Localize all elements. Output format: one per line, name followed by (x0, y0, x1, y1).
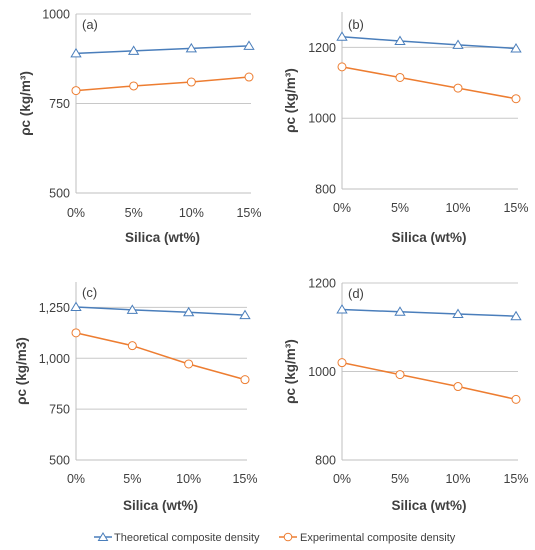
chart-panel-0: 500 750 1000 0% 5% 10% 15% Silica (wt%) ρc (kg/m… (18, 8, 262, 246)
experimental-point (184, 359, 194, 369)
experimental-point (511, 94, 521, 104)
x-tick-label: 10% (445, 201, 470, 215)
y-tick-label: 750 (49, 97, 70, 111)
experimental-point (395, 370, 405, 380)
theoretical-point (452, 308, 464, 318)
y-tick-label: 750 (49, 403, 70, 417)
experimental-series-line (341, 66, 517, 100)
x-tick-label: 15% (232, 472, 257, 486)
theoretical-point (70, 301, 82, 312)
y-tick-label: 800 (315, 454, 336, 468)
y-tick-label: 1,250 (39, 301, 70, 315)
chart-panel-3: 800 1000 1200 0% 5% 10% 15% Silica (wt%) ρc (kg/… (283, 277, 529, 514)
y-tick-label: 800 (315, 183, 336, 197)
theoretical-point (336, 31, 348, 41)
experimental-point (244, 72, 254, 82)
panel-label: (b) (348, 17, 364, 32)
circle-marker-icon (283, 532, 293, 542)
x-axis-title: Silica (wt%) (125, 230, 200, 245)
x-tick-label: 15% (503, 472, 528, 486)
experimental-point (453, 382, 463, 392)
y-tick-label: 1200 (308, 41, 336, 55)
experimental-point (71, 86, 81, 96)
experimental-point (186, 77, 196, 87)
y-tick-label: 1,000 (39, 352, 70, 366)
x-tick-label: 0% (67, 472, 85, 486)
x-tick-label: 5% (125, 206, 143, 220)
experimental-point (511, 394, 521, 404)
theoretical-point (243, 40, 255, 50)
theoretical-point (127, 45, 140, 55)
x-tick-label: 0% (67, 206, 85, 220)
y-axis-title: ρc (kg/m³) (283, 339, 298, 404)
y-tick-label: 1000 (42, 8, 70, 22)
x-tick-label: 10% (179, 206, 204, 220)
theoretical-point (394, 306, 406, 316)
y-axis-title: ρc (kg/m³) (283, 68, 298, 133)
x-tick-label: 15% (503, 201, 528, 215)
experimental-point (337, 62, 347, 72)
experimental-point (71, 328, 81, 338)
theoretical-point (239, 309, 251, 320)
experimental-point (129, 81, 139, 91)
x-tick-label: 0% (333, 201, 351, 215)
experimental-point (337, 358, 347, 368)
y-tick-label: 1200 (308, 277, 336, 291)
panel-label: (d) (348, 286, 364, 301)
theoretical-point (336, 304, 348, 314)
x-tick-label: 10% (176, 472, 201, 486)
y-tick-label: 500 (49, 187, 70, 201)
x-tick-label: 5% (391, 201, 409, 215)
theoretical-point (126, 304, 139, 314)
theoretical-series-line (75, 306, 246, 316)
legend-label-experimental: Experimental composite density (300, 532, 456, 544)
x-tick-label: 15% (236, 206, 261, 220)
y-tick-label: 1000 (308, 365, 336, 379)
theoretical-point (70, 47, 82, 58)
theoretical-series-line (341, 36, 517, 50)
theoretical-point (185, 42, 198, 53)
experimental-series-line (341, 361, 517, 401)
panel-label: (c) (82, 285, 97, 300)
experimental-point (453, 83, 463, 93)
theoretical-series-line (75, 45, 250, 55)
y-tick-label: 1000 (308, 112, 336, 126)
x-axis-title: Silica (wt%) (391, 498, 466, 513)
theoretical-point (510, 42, 522, 53)
x-tick-label: 10% (445, 472, 470, 486)
x-tick-label: 5% (123, 472, 141, 486)
legend-label-theoretical: Theoretical composite density (114, 532, 260, 544)
theoretical-point (394, 35, 406, 46)
y-axis-title: ρc (kg/m³) (18, 71, 33, 136)
panel-label: (a) (82, 17, 98, 32)
x-tick-label: 5% (391, 472, 409, 486)
chart-panels: 500 750 1000 0% 5% 10% 15% Silica (wt%) ρc (kg/m… (14, 8, 529, 514)
theoretical-series-line (341, 308, 517, 317)
chart-panel-2: 500 750 1,000 1,250 0% 5% 10% 15% Silica (wt%) ρc… (14, 282, 258, 513)
chart-panel-1: 800 1000 1200 0% 5% 10% 15% Silica (wt%) ρc (kg/… (283, 12, 529, 245)
x-axis-title: Silica (wt%) (123, 498, 198, 513)
theoretical-point (452, 39, 464, 49)
theoretical-point (182, 306, 195, 317)
legend: Theoretical composite density Experiment… (94, 532, 456, 544)
theoretical-point (510, 310, 522, 321)
experimental-point (395, 72, 405, 82)
experimental-series-line (75, 76, 250, 92)
x-tick-label: 0% (333, 472, 351, 486)
experimental-point (240, 375, 250, 385)
x-axis-title: Silica (wt%) (391, 230, 466, 245)
triangle-marker-icon (97, 532, 109, 541)
experimental-series-line (75, 332, 246, 381)
y-axis-title: ρc (kg/m3) (14, 337, 29, 405)
experimental-point (127, 341, 137, 351)
y-tick-label: 500 (49, 454, 70, 468)
